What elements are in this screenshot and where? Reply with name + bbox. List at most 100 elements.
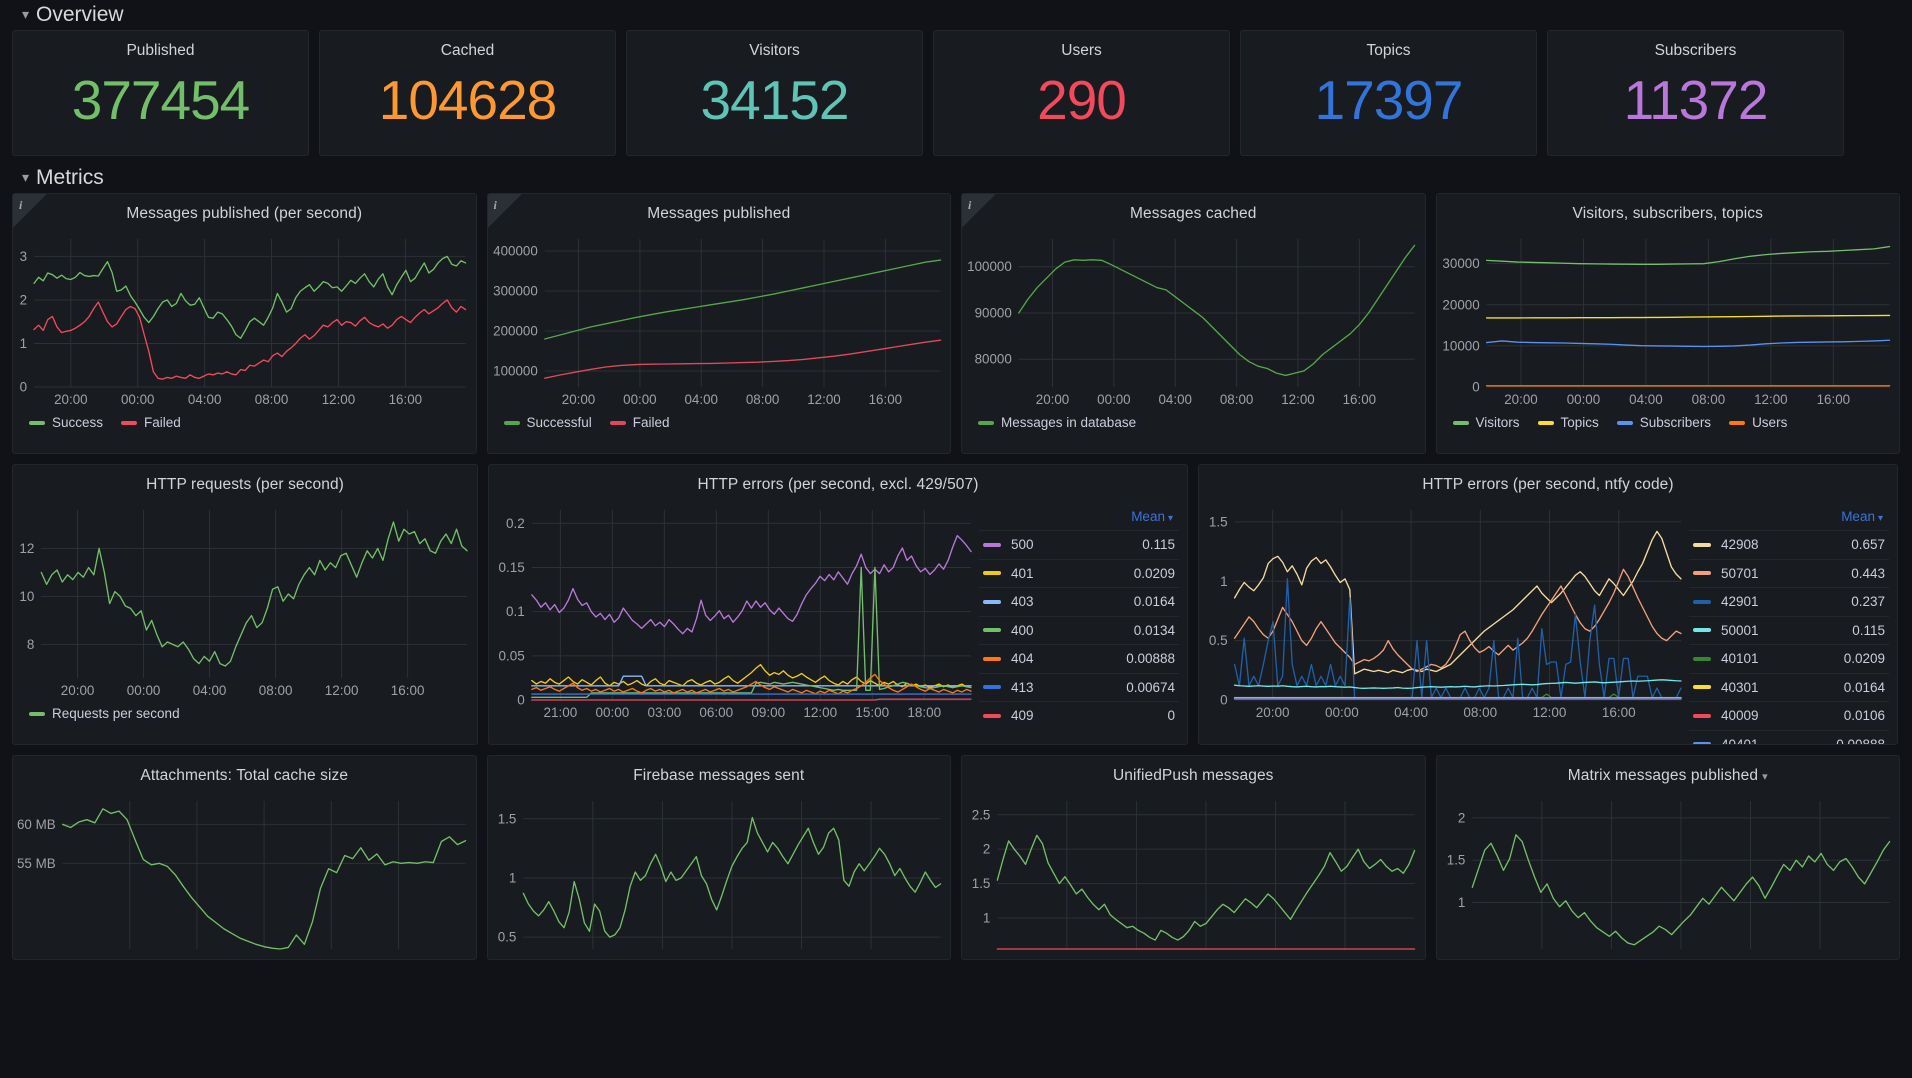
info-icon[interactable]: i xyxy=(487,194,522,228)
legend-table-row[interactable]: 400 0.0134 xyxy=(979,615,1179,645)
legend-color-swatch xyxy=(1693,599,1711,604)
chart-legend: Successful Failed xyxy=(488,413,951,430)
stat-panel-subscribers[interactable]: Subscribers 11372 xyxy=(1547,30,1844,156)
legend-mean-value: 0.0106 xyxy=(1843,708,1885,724)
legend-item[interactable]: Users xyxy=(1729,415,1787,430)
legend-mean-value: 0.00674 xyxy=(1126,679,1175,695)
legend-item[interactable]: Success xyxy=(29,415,103,430)
legend-series-name: 409 xyxy=(1011,708,1034,724)
legend-series-name: 50701 xyxy=(1721,565,1759,581)
legend-table-row[interactable]: 500 0.115 xyxy=(979,530,1179,559)
svg-text:00:00: 00:00 xyxy=(121,392,155,407)
svg-text:12:00: 12:00 xyxy=(1281,392,1315,407)
legend-series-name: 42908 xyxy=(1721,537,1759,553)
legend-item[interactable]: Topics xyxy=(1537,415,1599,430)
svg-text:2: 2 xyxy=(983,842,990,857)
legend-item[interactable]: Requests per second xyxy=(29,706,180,721)
panel-visitors-subscribers-topics[interactable]: Visitors, subscribers, topics 0 10000 2000… xyxy=(1435,193,1900,454)
legend-item[interactable]: Failed xyxy=(121,415,181,430)
chart-area[interactable]: 0.5 1 1.5 xyxy=(488,785,951,955)
legend-color-swatch xyxy=(1693,656,1711,661)
svg-text:20000: 20000 xyxy=(1442,297,1479,312)
panel-unifiedpush-messages[interactable]: UnifiedPush messages 1 1.5 2 2.5 xyxy=(961,755,1426,960)
legend-label: Requests per second xyxy=(52,706,180,721)
legend-table-row[interactable]: 404 0.00888 xyxy=(979,644,1179,673)
svg-text:0.5: 0.5 xyxy=(497,930,516,945)
svg-text:06:00: 06:00 xyxy=(699,705,733,720)
panel-messages-published[interactable]: i Messages published 100000 200000 300000 4… xyxy=(486,193,951,454)
legend-label: Topics xyxy=(1560,415,1599,430)
legend-mean-value: 0.115 xyxy=(1142,537,1175,553)
line-chart: 0 10000 20000 30000 20:00 00:00 04:00 08:00 12:0… xyxy=(1442,239,1890,407)
legend-color-swatch xyxy=(983,713,1001,718)
panel-attachments-cache[interactable]: Attachments: Total cache size 60 MB 55 MB xyxy=(12,755,477,960)
legend-table-row[interactable]: 413 0.00674 xyxy=(979,672,1179,702)
legend-table-row[interactable]: 50701 0.443 xyxy=(1689,558,1889,588)
legend-item[interactable]: Messages in database xyxy=(978,415,1136,430)
svg-text:0.1: 0.1 xyxy=(506,604,525,619)
legend-table-row[interactable]: 42901 0.237 xyxy=(1689,587,1889,616)
chart-area[interactable]: 60 MB 55 MB xyxy=(13,785,476,955)
chart-area[interactable]: 0 10000 20000 30000 20:00 00:00 04:00 08:00 12:0… xyxy=(1437,223,1900,413)
svg-text:60 MB: 60 MB xyxy=(17,817,56,832)
line-chart: 0 1 2 3 20:00 00:00 04:00 08:00 12:00 16:00 xyxy=(20,239,467,407)
svg-text:1: 1 xyxy=(983,910,990,925)
row-header-metrics[interactable]: ▾ Metrics xyxy=(10,163,1902,193)
panel-title: Visitors, subscribers, topics xyxy=(1572,205,1763,222)
chart-area[interactable]: 80000 90000 100000 20:00 00:00 04:00 08:00 12:0… xyxy=(962,223,1425,413)
legend-table-row[interactable]: 403 0.0164 xyxy=(979,587,1179,616)
legend-item[interactable]: Subscribers xyxy=(1616,415,1711,430)
panel-matrix-messages[interactable]: Matrix messages published ▾ 1 1.5 2 xyxy=(1435,755,1900,960)
row-header-overview[interactable]: ▾ Overview xyxy=(10,0,1902,30)
line-chart: 0 0.05 0.1 0.15 0.2 21:00 00:00 03:00 06:00 09:00… xyxy=(499,510,972,720)
legend-item[interactable]: Successful xyxy=(503,415,592,430)
info-icon[interactable]: i xyxy=(962,194,996,228)
legend-table-row[interactable]: 40009 0.0106 xyxy=(1689,701,1889,730)
legend-table-row[interactable]: 409 0 xyxy=(979,701,1179,730)
chart-area[interactable]: 1 1.5 2 2.5 xyxy=(962,785,1425,955)
legend-table-row[interactable]: 40401 0.00888 xyxy=(1689,729,1889,745)
panel-firebase-messages[interactable]: Firebase messages sent 0.5 1 1.5 xyxy=(486,755,951,960)
legend-table-row[interactable]: 50001 0.115 xyxy=(1689,615,1889,645)
legend-mean-value: 0.0164 xyxy=(1843,679,1885,695)
chart-legend: Visitors Topics Subscribers Users xyxy=(1437,413,1900,430)
stat-panel-cached[interactable]: Cached 104628 xyxy=(319,30,616,156)
legend-table-row[interactable]: 40301 0.0164 xyxy=(1689,672,1889,702)
panel-messages-cached[interactable]: i Messages cached 80000 90000 100000 20:00 0… xyxy=(961,193,1426,454)
chart-area[interactable]: 0 1 2 3 20:00 00:00 04:00 08:00 12:00 16:00 xyxy=(13,223,476,413)
legend-sort-header[interactable]: Mean ▾ xyxy=(1131,509,1173,524)
svg-text:3: 3 xyxy=(20,249,27,264)
svg-text:08:00: 08:00 xyxy=(745,392,779,407)
stat-panel-published[interactable]: Published 377454 xyxy=(12,30,309,156)
legend-sort-header[interactable]: Mean ▾ xyxy=(1841,509,1883,524)
svg-text:04:00: 04:00 xyxy=(1394,705,1428,720)
stat-panel-visitors[interactable]: Visitors 34152 xyxy=(626,30,923,156)
chart-area[interactable]: 1 1.5 2 xyxy=(1437,785,1900,955)
legend-table-row[interactable]: 40101 0.0209 xyxy=(1689,644,1889,673)
info-icon[interactable]: i xyxy=(13,194,47,228)
legend-mean-value: 0.00888 xyxy=(1836,736,1885,745)
panel-http-errors-ntfy[interactable]: HTTP errors (per second, ntfy code) 0 0.5… xyxy=(1198,464,1898,745)
legend-table-row[interactable]: 42908 0.657 xyxy=(1689,530,1889,559)
panel-messages-published-rate[interactable]: i Messages published (per second) 0 1 2 3 20… xyxy=(12,193,477,454)
legend-color-swatch xyxy=(1693,542,1711,547)
chart-area[interactable]: 100000 200000 300000 400000 20:00 00:00 04:00 0… xyxy=(488,223,951,413)
stat-panel-value: 34152 xyxy=(700,69,850,131)
chart-area[interactable]: 0 0.05 0.1 0.15 0.2 21:00 00:00 03:00 06:00 09:00… xyxy=(489,494,981,726)
chevron-down-icon[interactable]: ▾ xyxy=(1762,771,1768,783)
panel-http-requests[interactable]: HTTP requests (per second) 8 10 12 20:00 00:… xyxy=(12,464,478,745)
line-chart: 0.5 1 1.5 xyxy=(497,801,941,949)
legend-item[interactable]: Visitors xyxy=(1452,415,1520,430)
legend-mean-value: 0.0164 xyxy=(1133,594,1175,610)
stat-panel-users[interactable]: Users 290 xyxy=(933,30,1230,156)
svg-text:0.5: 0.5 xyxy=(1209,633,1228,648)
legend-color-swatch xyxy=(1452,420,1469,425)
legend-item[interactable]: Failed xyxy=(609,415,670,430)
stat-panel-topics[interactable]: Topics 17397 xyxy=(1240,30,1537,156)
legend-table-row[interactable]: 401 0.0209 xyxy=(979,558,1179,588)
chevron-down-icon: ▾ xyxy=(1167,513,1173,524)
chart-area[interactable]: 8 10 12 20:00 00:00 04:00 08:00 12:00 16:00 xyxy=(13,494,477,704)
chart-area[interactable]: 0 0.5 1 1.5 20:00 00:00 04:00 08:00 12:00 16:00 xyxy=(1199,494,1691,726)
panel-http-errors-excl[interactable]: HTTP errors (per second, excl. 429/507) … xyxy=(488,464,1188,745)
legend-label: Users xyxy=(1752,415,1788,430)
